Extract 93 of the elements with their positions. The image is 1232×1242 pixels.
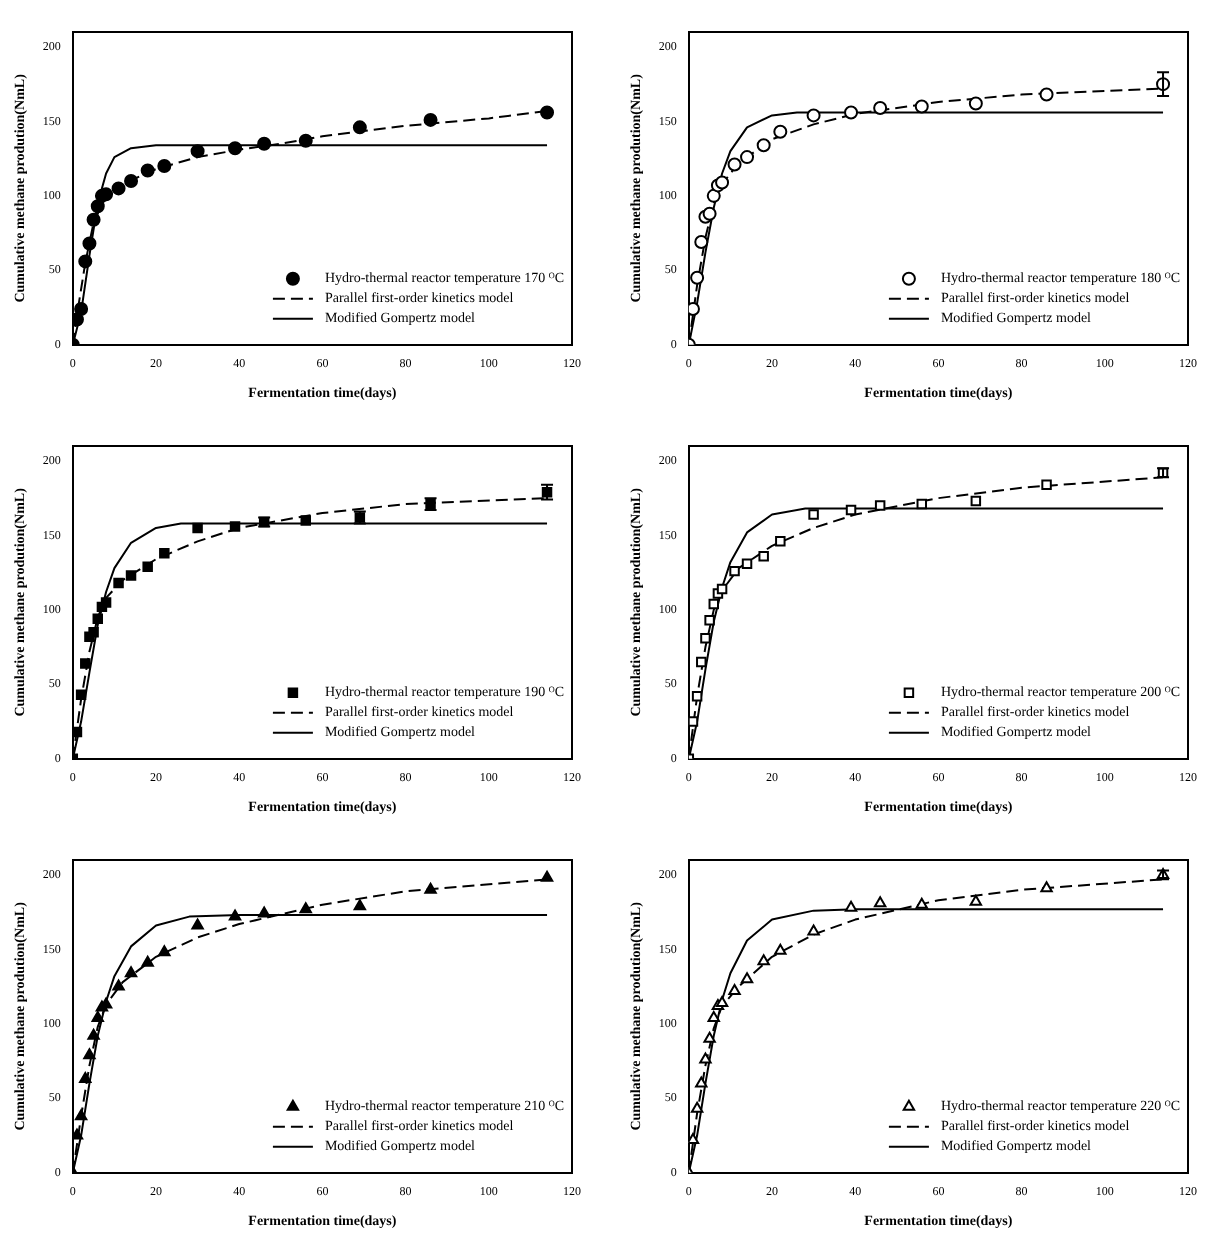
- point: [158, 945, 171, 957]
- point: [75, 689, 87, 700]
- point: [774, 943, 787, 955]
- point: [1040, 881, 1053, 893]
- point: [159, 548, 170, 559]
- point: [758, 550, 769, 562]
- point: [157, 159, 172, 174]
- point: [91, 1010, 104, 1022]
- point: [696, 656, 707, 668]
- point: [112, 979, 125, 991]
- point: [874, 500, 886, 511]
- point: [970, 495, 982, 507]
- point: [715, 175, 730, 190]
- point: [257, 136, 272, 151]
- point: [728, 984, 741, 996]
- point: [298, 133, 313, 148]
- point: [424, 882, 437, 894]
- point: [228, 909, 242, 921]
- point: [688, 1133, 700, 1145]
- point: [142, 561, 153, 572]
- point: [707, 1010, 720, 1022]
- point: [704, 615, 715, 626]
- point: [695, 1076, 708, 1088]
- point: [688, 716, 699, 727]
- point: [968, 96, 983, 111]
- point: [352, 120, 367, 135]
- point: [423, 112, 438, 127]
- point: [690, 1101, 704, 1113]
- point: [540, 870, 554, 882]
- point: [125, 570, 137, 581]
- point: [92, 613, 103, 625]
- point: [353, 899, 367, 911]
- point: [756, 138, 771, 153]
- point: [757, 954, 770, 966]
- point: [190, 144, 205, 159]
- point: [740, 150, 755, 165]
- point: [969, 894, 983, 906]
- point: [86, 212, 101, 227]
- point: [1041, 479, 1052, 490]
- point: [873, 896, 887, 908]
- point: [844, 900, 858, 912]
- point: [72, 312, 84, 327]
- point: [808, 509, 819, 520]
- point: [191, 918, 204, 930]
- point: [83, 1048, 96, 1060]
- point: [706, 188, 721, 203]
- point: [690, 270, 705, 285]
- point: [845, 504, 857, 516]
- point: [124, 173, 139, 188]
- point: [88, 626, 99, 638]
- point: [78, 254, 93, 269]
- point: [90, 199, 105, 214]
- point: [100, 597, 112, 608]
- point: [708, 598, 719, 610]
- point: [844, 105, 859, 120]
- point: [727, 157, 742, 172]
- point: [82, 236, 97, 251]
- point: [694, 235, 709, 250]
- point: [1039, 87, 1054, 102]
- point: [111, 181, 126, 196]
- point: [700, 632, 711, 644]
- point: [113, 577, 124, 589]
- point: [257, 906, 271, 918]
- point: [300, 515, 311, 526]
- point: [775, 536, 786, 547]
- point: [80, 658, 91, 669]
- point: [873, 100, 888, 115]
- point: [87, 1028, 100, 1040]
- point: [192, 522, 203, 534]
- point: [540, 105, 555, 120]
- point: [741, 558, 753, 569]
- point: [703, 1031, 716, 1043]
- point: [79, 1071, 92, 1083]
- point: [807, 924, 820, 936]
- point: [806, 108, 821, 123]
- point: [699, 1052, 712, 1064]
- point: [729, 565, 740, 577]
- point: [229, 521, 241, 532]
- point: [915, 897, 928, 909]
- point: [228, 141, 243, 156]
- point: [691, 691, 703, 702]
- point: [716, 583, 728, 595]
- point: [74, 1109, 88, 1121]
- point: [773, 124, 788, 139]
- point: [916, 498, 927, 510]
- point: [141, 955, 154, 967]
- point: [74, 302, 89, 317]
- point: [914, 99, 929, 114]
- point: [140, 163, 155, 178]
- point: [740, 972, 754, 984]
- point: [688, 302, 700, 317]
- point: [124, 966, 138, 978]
- point: [299, 902, 312, 914]
